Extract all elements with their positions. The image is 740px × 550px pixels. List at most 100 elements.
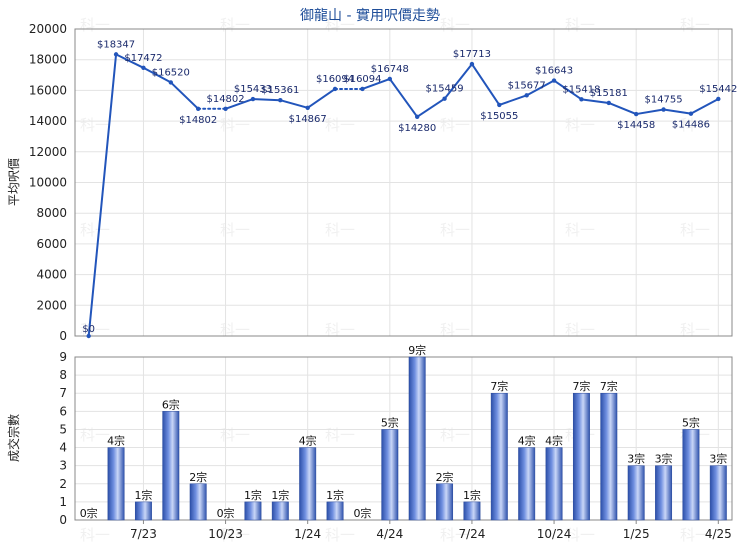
x-tick-label: 1/25 [623,527,650,541]
transaction-data-label: 0宗 [80,506,98,520]
watermark-text: 科一 [220,16,250,34]
transaction-data-label: 1宗 [326,488,344,502]
price-line-segment [498,94,528,106]
transaction-data-label: 3宗 [655,452,673,466]
price-data-label: $15361 [261,85,299,96]
bottom-y-tick-label: 2 [59,477,67,491]
top-y-tick-label: 2000 [36,298,67,312]
price-point [579,97,584,102]
watermark-text: 科一 [440,426,470,444]
watermark-text: 科一 [325,16,355,34]
x-tick-label: 7/24 [458,527,485,541]
x-tick-label: 7/23 [130,527,157,541]
price-line-segment [224,98,254,110]
top-y-axis: 0 2000 4000 6000 8000 10000 12000 14000 16000 180… [29,22,67,343]
bottom-y-axis: 0 1 2 3 4 5 6 7 8 9 [59,350,67,527]
price-point [633,111,639,117]
watermark-text: 科一 [440,526,470,544]
top-y-tick-label: 6000 [36,237,67,251]
watermark-text: 科一 [325,221,355,239]
price-line-segment [279,99,309,109]
transaction-data-label: 3宗 [709,452,727,466]
price-point [414,114,420,120]
price-line-segment [142,66,172,84]
transaction-bar [436,483,454,521]
transaction-bar [162,411,180,521]
x-axis: 7/23 10/23 1/24 4/24 7/24 10/24 1/25 4/25 [130,520,732,541]
price-line-segment [443,63,473,100]
price-point [716,96,721,102]
watermark-text: 科一 [680,221,710,239]
watermark-text: 科一 [80,526,110,544]
price-data-label: $17713 [453,49,491,60]
transaction-data-label: 6宗 [162,397,180,411]
watermark-text: 科一 [565,16,595,34]
bottom-plot-frame [74,356,733,521]
top-y-tick-label: 18000 [29,53,67,67]
price-point [250,96,256,102]
watermark-text: 科一 [565,321,595,339]
price-line-segment [87,53,118,337]
price-line-segment [525,79,556,97]
transaction-data-label: 4宗 [107,434,125,448]
top-y-tick-label: 16000 [29,83,67,97]
watermark-text: 科一 [565,526,595,544]
price-line-segment [607,101,638,116]
transaction-bar [271,501,289,521]
price-data-label: $0 [82,324,95,335]
transaction-data-label: 2宗 [436,470,454,484]
price-point [442,96,447,101]
x-tick-label: 10/23 [208,527,243,541]
price-point [223,106,228,111]
price-point [497,102,502,108]
price-point [168,80,174,85]
price-line-segment [115,53,145,69]
price-data-label: $15459 [425,84,463,95]
price-data-label: $16520 [152,67,190,78]
price-point [86,333,91,339]
watermark-text: 科一 [80,221,110,239]
transaction-bar [545,447,563,521]
price-data-label: $15433 [234,84,272,95]
top-y-tick-label: 8000 [36,206,67,220]
price-data-label: $14458 [617,120,655,131]
watermark-text: 科一 [680,526,710,544]
transaction-bar [134,501,152,521]
top-plot-frame [74,28,733,337]
watermark-text: 科一 [220,221,250,239]
price-data-label: $16094 [343,74,381,85]
bottom-y-axis-label: 成交宗數 [6,414,21,462]
bottom-y-tick-label: 4 [59,441,67,455]
price-data-label: $15442 [699,84,737,95]
bottom-y-tick-label: 8 [59,368,67,382]
price-data-label: $18347 [97,39,135,50]
price-data-label: $16643 [535,66,573,77]
watermark-text: 科一 [680,16,710,34]
bottom-y-tick-label: 0 [59,513,67,527]
bottom-y-tick-label: 6 [59,404,67,418]
transaction-data-label: 4宗 [518,434,536,448]
watermark-text: 科一 [220,526,250,544]
price-point [305,105,310,110]
price-series [86,52,721,339]
bottom-y-tick-label: 3 [59,459,67,473]
transaction-bar [572,392,590,521]
x-tick-label: 10/24 [537,527,572,541]
transaction-bar [682,429,700,521]
price-data-label: $15055 [480,111,518,122]
price-data-label: $15418 [562,84,600,95]
price-data-label: $14802 [179,115,217,126]
watermark-text: 科一 [325,426,355,444]
price-point [113,52,119,57]
price-point [661,107,666,112]
transaction-data-label: 0宗 [353,506,371,520]
watermark-text: 科一 [220,321,250,339]
watermark-text: 科一 [80,16,110,34]
price-data-labels: $0$18347$17472$16520$14802$14802$15433$1… [82,39,737,335]
price-data-label: $15181 [590,88,628,99]
price-line-segment [635,108,665,116]
price-data-label: $14755 [644,95,682,106]
price-line-segment [416,97,446,118]
price-data-label: $17472 [124,53,162,64]
watermark-text: 科一 [565,116,595,134]
